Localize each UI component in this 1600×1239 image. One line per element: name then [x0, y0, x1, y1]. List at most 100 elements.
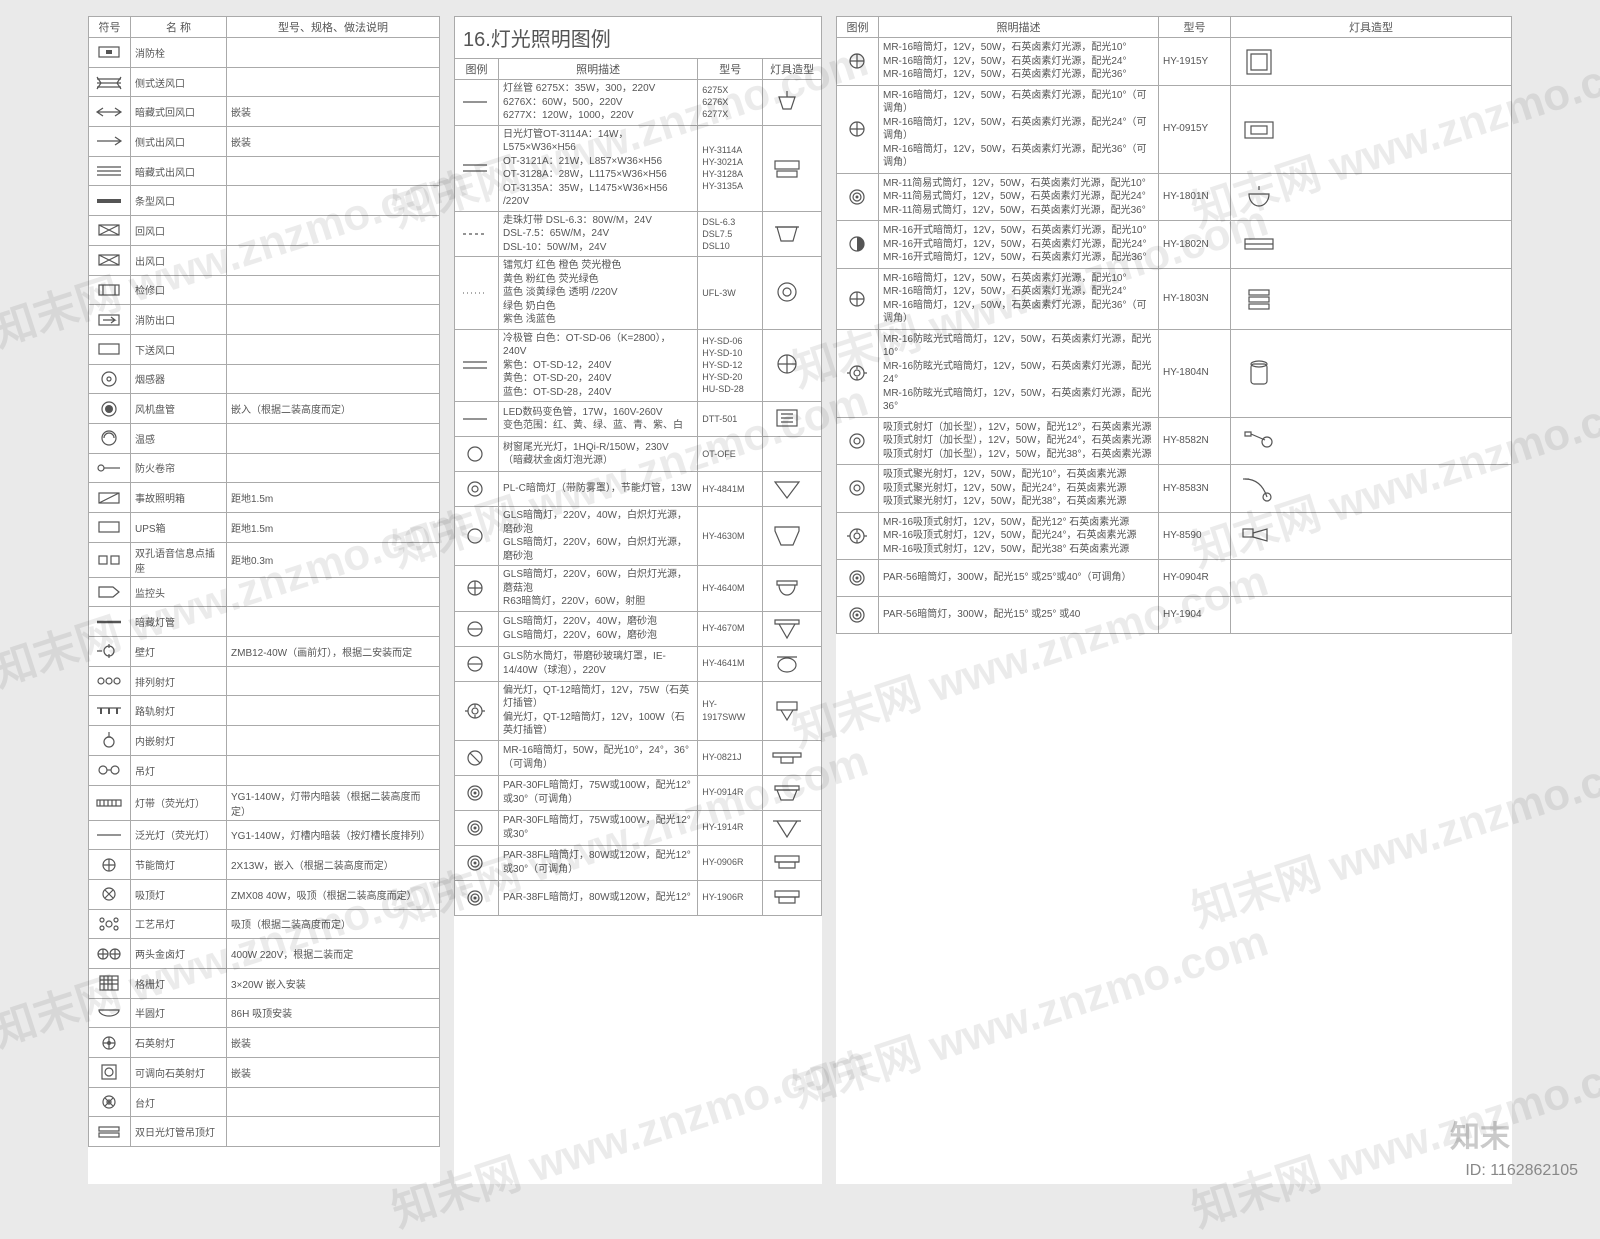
legend-icon: [455, 566, 499, 612]
symbol-icon: [89, 542, 131, 577]
fixture-icon: [763, 775, 822, 810]
row-model: HY-8590: [1159, 512, 1231, 560]
fixture-icon: [763, 329, 822, 402]
row-desc: 走珠灯带 DSL-6.3：80W/M，24V DSL-7.5：65W/M，24V…: [499, 211, 698, 257]
row-desc: 嵌装: [227, 97, 440, 127]
row-name: 暗藏式出风口: [131, 156, 227, 186]
table-row: PAR-38FL暗筒灯，80W或120W，配光12°或30°（可调角） HY-0…: [455, 845, 822, 880]
table-row: UPS箱 距地1.5m: [89, 513, 440, 543]
row-model: HY-0904R: [1159, 560, 1231, 597]
fixture-icon: [1231, 597, 1512, 634]
table-row: MR-11简易式筒灯，12V，50W，石英卤素灯光源，配光10° MR-11简易…: [837, 173, 1512, 221]
table-row: PL-C暗筒灯（带防雾罩），节能灯管，13W HY-4841M: [455, 472, 822, 507]
table-row: 石英射灯 嵌装: [89, 1028, 440, 1058]
row-desc: YG1-140W，灯带内暗装（根据二装高度而定）: [227, 785, 440, 820]
table-row: 泛光灯（荧光灯） YG1-140W，灯槽内暗装（按灯槽长度排列）: [89, 820, 440, 850]
table-row: 走珠灯带 DSL-6.3：80W/M，24V DSL-7.5：65W/M，24V…: [455, 211, 822, 257]
fixture-icon: [763, 402, 822, 437]
table-row: 灯带（荧光灯） YG1-140W，灯带内暗装（根据二装高度而定）: [89, 785, 440, 820]
table-row: MR-16暗筒灯，12V，50W，石英卤素灯光源，配光10° MR-16暗筒灯，…: [837, 268, 1512, 329]
table-row: GLS暗筒灯，220V，40W，白炽灯光源，磨砂泡 GLS暗筒灯，220V，60…: [455, 507, 822, 566]
row-name: 侧式出风口: [131, 127, 227, 157]
row-desc: 嵌装: [227, 1028, 440, 1058]
row-desc: [227, 38, 440, 68]
t3-h3: 灯具造型: [1231, 17, 1512, 38]
row-model: HY-8582N: [1159, 417, 1231, 465]
table-row: 暗藏灯管: [89, 607, 440, 637]
table-row: 吸顶式聚光射灯，12V，50W，配光10°，石英卤素光源 吸顶式聚光射灯，12V…: [837, 465, 1512, 513]
legend-icon: [837, 85, 879, 173]
row-desc: PAR-56暗筒灯，300W，配光15° 或25° 或40: [879, 597, 1159, 634]
row-model: HY-1906R: [698, 880, 763, 915]
row-desc: 400W 220V，根据二装而定: [227, 939, 440, 969]
row-desc: GLS暗筒灯，220V，40W，磨砂泡 GLS暗筒灯，220V，60W，磨砂泡: [499, 611, 698, 646]
row-desc: PAR-30FL暗筒灯，75W或100W，配光12°或30°: [499, 810, 698, 845]
t2-h3: 灯具造型: [763, 59, 822, 80]
legend-icon: [455, 80, 499, 126]
table-row: 可调向石英射灯 嵌装: [89, 1058, 440, 1088]
image-id: ID: 1162862105: [1465, 1162, 1578, 1180]
row-name: 可调向石英射灯: [131, 1058, 227, 1088]
row-desc: 吸顶式射灯（加长型），12V，50W，配光12°，石英卤素光源 吸顶式射灯（加长…: [879, 417, 1159, 465]
row-desc: [227, 245, 440, 275]
row-name: 灯带（荧光灯）: [131, 785, 227, 820]
row-desc: [227, 67, 440, 97]
row-desc: PL-C暗筒灯（带防雾罩），节能灯管，13W: [499, 472, 698, 507]
row-desc: 日光灯管OT-3114A：14W，L575×W36×H56 OT-3121A：2…: [499, 125, 698, 211]
row-desc: [227, 755, 440, 785]
legend-icon: [455, 880, 499, 915]
t2-h2: 型号: [698, 59, 763, 80]
row-desc: [227, 1117, 440, 1147]
row-name: 消防出口: [131, 305, 227, 335]
table-row: 内嵌射灯: [89, 726, 440, 756]
table-row: 路轨射灯: [89, 696, 440, 726]
table-row: MR-16开式暗筒灯，12V，50W，石英卤素灯光源，配光10° MR-16开式…: [837, 221, 1512, 269]
row-desc: [227, 275, 440, 305]
table-row: 下送风口: [89, 334, 440, 364]
t3-h0: 图例: [837, 17, 879, 38]
table-row: 日光灯管OT-3114A：14W，L575×W36×H56 OT-3121A：2…: [455, 125, 822, 211]
symbol-icon: [89, 666, 131, 696]
symbol-icon: [89, 38, 131, 68]
legend-icon: [455, 775, 499, 810]
row-desc: 偏光灯，QT-12暗筒灯，12V，75W（石英灯插管） 偏光灯，QT-12暗筒灯…: [499, 681, 698, 740]
t1-h-symbol: 符号: [89, 17, 131, 38]
row-name: 侧式送风口: [131, 67, 227, 97]
table-row: LED数码变色管，17W，160V-260V 变色范围：红、黄、绿、蓝、青、紫、…: [455, 402, 822, 437]
fixture-icon: [763, 125, 822, 211]
symbol-icon: [89, 483, 131, 513]
row-desc: 镭氖灯 红色 橙色 荧光橙色 黄色 粉红色 荧光绿色 蓝色 淡黄绿色 透明 /2…: [499, 257, 698, 330]
symbol-icon: [89, 968, 131, 998]
table-row: 检修口: [89, 275, 440, 305]
legend-icon: [837, 512, 879, 560]
table-row: 树窗尾光光灯，1HQi-R/150W，230V （暗藏状金卤灯泡光源） OT-O…: [455, 437, 822, 472]
symbol-icon: [89, 275, 131, 305]
table-row: 侧式出风口 嵌装: [89, 127, 440, 157]
row-name: 石英射灯: [131, 1028, 227, 1058]
row-desc: ZMB12-40W（画前灯），根据二安装而定: [227, 637, 440, 667]
symbol-icon: [89, 67, 131, 97]
table-row: 格栅灯 3×20W 嵌入安装: [89, 968, 440, 998]
t1-h-desc: 型号、规格、做法说明: [227, 17, 440, 38]
legend-icon: [837, 268, 879, 329]
legend-icon: [837, 465, 879, 513]
table-row: PAR-38FL暗筒灯，80W或120W，配光12° HY-1906R: [455, 880, 822, 915]
table-row: 冷极管 白色：OT-SD-06（K=2800），240V 紫色：OT-SD-12…: [455, 329, 822, 402]
row-desc: YG1-140W，灯槽内暗装（按灯槽长度排列）: [227, 820, 440, 850]
row-name: 泛光灯（荧光灯）: [131, 820, 227, 850]
fixture-icon: [763, 880, 822, 915]
legend-icon: [455, 402, 499, 437]
table-row: 吸顶灯 ZMX08 40W，吸顶（根据二装高度而定）: [89, 879, 440, 909]
table-row: MR-16暗筒灯，12V，50W，石英卤素灯光源，配光10° MR-16暗筒灯，…: [837, 38, 1512, 86]
table-row: 出风口: [89, 245, 440, 275]
table-row: 半圆灯 86H 吸顶安装: [89, 998, 440, 1028]
symbol-icon: [89, 156, 131, 186]
table-row: MR-16暗筒灯，50W，配光10°，24°，36°（可调角） HY-0821J: [455, 740, 822, 775]
table-row: 条型风口: [89, 186, 440, 216]
row-model: HY-0915Y: [1159, 85, 1231, 173]
column-1: 符号 名 称 型号、规格、做法说明 消防栓 侧式送风口 暗藏式回风口 嵌装 侧式…: [88, 16, 440, 1184]
legend-icon: [455, 810, 499, 845]
row-name: 检修口: [131, 275, 227, 305]
row-name: 两头金卤灯: [131, 939, 227, 969]
symbol-icon: [89, 127, 131, 157]
